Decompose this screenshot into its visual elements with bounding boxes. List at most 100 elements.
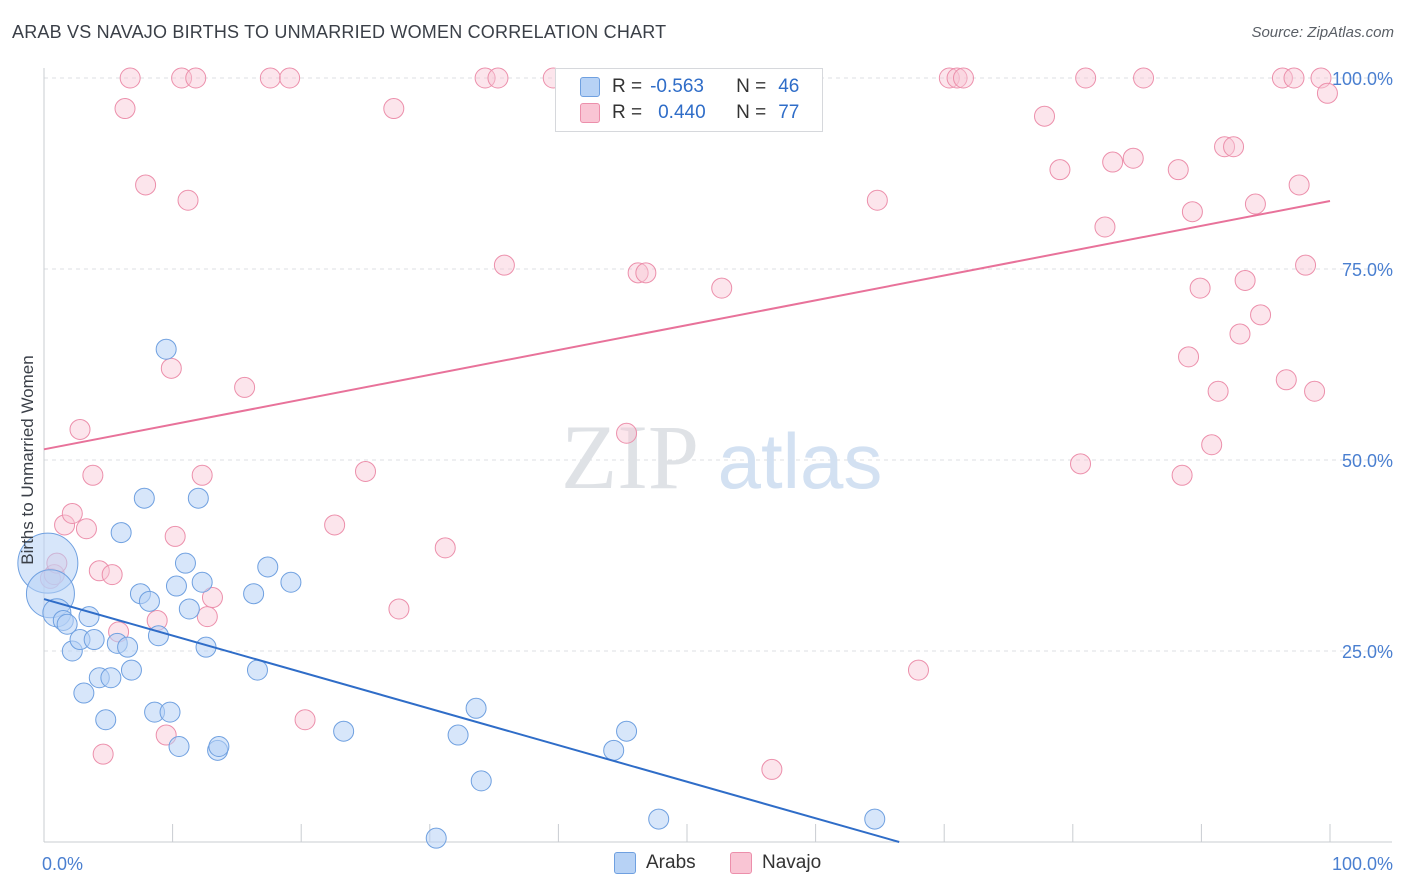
navajo-point-49 — [1049, 159, 1071, 181]
navajo-point-51 — [1075, 67, 1097, 89]
navajo-point-24 — [201, 587, 223, 609]
arabs-legend-swatch — [614, 852, 636, 874]
navajo-swatch — [580, 103, 600, 123]
arabs-legend-label: Arabs — [646, 852, 696, 873]
arabs-point-9 — [83, 629, 105, 651]
arabs-point-8 — [78, 606, 100, 628]
arabs-point-29 — [191, 571, 213, 593]
navajo-point-47 — [952, 67, 974, 89]
navajo-point-7 — [82, 464, 104, 486]
navajo-point-26 — [259, 67, 281, 89]
arabs-point-18 — [133, 487, 155, 509]
arabs-point-32 — [208, 736, 230, 757]
navajo-point-18 — [164, 525, 186, 547]
arabs-point-16 — [120, 659, 142, 681]
navajo-legend-label: Navajo — [762, 852, 822, 873]
navajo-point-27 — [279, 67, 301, 89]
navajo-point-8 — [88, 560, 110, 582]
navajo-point-38 — [616, 422, 638, 444]
navajo-point-65 — [1229, 323, 1251, 345]
navajo-point-21 — [185, 67, 207, 89]
navajo-r-label: R = — [612, 102, 643, 123]
navajo-point-4 — [61, 502, 83, 524]
arabs-point-15 — [117, 636, 139, 658]
navajo-point-61 — [1201, 434, 1223, 456]
arabs-r-label: R = — [612, 76, 643, 97]
arabs-point-24 — [165, 575, 187, 597]
navajo-trend-line — [43, 200, 1331, 451]
arabs-point-12 — [100, 667, 122, 689]
navajo-point-76 — [1316, 82, 1338, 104]
arabs-point-22 — [155, 338, 177, 360]
navajo-point-54 — [1122, 147, 1144, 169]
legend-item-navajo[interactable]: Navajo — [730, 852, 821, 874]
navajo-point-9 — [92, 743, 114, 765]
arabs-point-23 — [159, 701, 181, 723]
arabs-point-27 — [178, 598, 200, 620]
tick-labels: 25.0% 50.0% 75.0% 100.0% 0.0% 100.0% — [42, 69, 1393, 874]
navajo-point-20 — [177, 189, 199, 211]
y-tick-label-1: 50.0% — [1342, 451, 1393, 471]
navajo-point-71 — [1283, 67, 1305, 89]
navajo-point-72 — [1288, 174, 1310, 196]
navajo-n-label: N = — [736, 102, 767, 123]
navajo-point-29 — [324, 514, 346, 536]
arabs-point-43 — [616, 720, 638, 742]
navajo-point-34 — [474, 67, 496, 89]
navajo-point-10 — [101, 564, 123, 586]
navajo-point-46 — [946, 67, 968, 89]
navajo-point-57 — [1171, 464, 1193, 486]
navajo-point-43 — [866, 189, 888, 211]
arabs-point-42 — [603, 739, 625, 761]
navajo-point-60 — [1189, 277, 1211, 299]
y-axis-label: Births to Unmarried Women — [18, 355, 37, 565]
arabs-r-value: -0.563 — [650, 76, 704, 97]
navajo-point-42 — [761, 758, 783, 780]
navajo-point-25 — [234, 376, 256, 398]
navajo-point-68 — [1250, 304, 1272, 326]
navajo-point-40 — [635, 262, 657, 284]
legend-item-arabs[interactable]: Arabs — [614, 852, 696, 874]
navajo-point-5 — [69, 418, 91, 440]
chart-title: ARAB VS NAVAJO BIRTHS TO UNMARRIED WOMEN… — [12, 22, 667, 42]
navajo-point-44 — [907, 659, 929, 681]
navajo-point-39 — [627, 262, 649, 284]
navajo-point-58 — [1178, 346, 1200, 368]
arabs-point-41 — [470, 770, 492, 792]
navajo-point-59 — [1181, 201, 1203, 223]
navajo-n-value: 77 — [778, 102, 800, 123]
navajo-point-50 — [1070, 453, 1092, 475]
navajo-point-53 — [1102, 151, 1124, 173]
trend-lines — [43, 200, 1331, 843]
navajo-point-22 — [191, 464, 213, 486]
correlation-legend: R = -0.563 N = 46 R = 0.440 N = 77 — [555, 68, 823, 132]
legend-row-arabs: R = -0.563 N = 46 — [580, 75, 799, 99]
watermark: ZIP atlas — [561, 406, 882, 508]
arabs-point-34 — [246, 659, 268, 681]
navajo-point-67 — [1244, 193, 1266, 215]
source-note: Source: ZipAtlas.com — [1251, 24, 1394, 41]
arabs-n-value: 46 — [778, 76, 800, 97]
y-tick-label-3: 100.0% — [1332, 69, 1393, 89]
arabs-point-11 — [95, 709, 117, 731]
arabs-point-35 — [257, 556, 279, 578]
navajo-point-70 — [1275, 369, 1297, 391]
y-tick-label-2: 75.0% — [1342, 260, 1393, 280]
navajo-point-55 — [1133, 67, 1155, 89]
navajo-point-66 — [1234, 269, 1256, 291]
grid-lines — [44, 77, 1392, 652]
arabs-point-19 — [138, 590, 160, 612]
watermark-atlas: atlas — [718, 417, 883, 505]
navajo-point-13 — [119, 67, 141, 89]
watermark-zip: ZIP — [561, 406, 699, 508]
y-tick-label-0: 25.0% — [1342, 642, 1393, 662]
navajo-point-41 — [711, 277, 733, 299]
navajo-point-14 — [135, 174, 157, 196]
navajo-point-48 — [1034, 105, 1056, 127]
navajo-point-36 — [493, 254, 515, 276]
navajo-point-32 — [388, 598, 410, 620]
arabs-point-40 — [465, 697, 487, 719]
navajo-point-62 — [1207, 380, 1229, 402]
navajo-point-35 — [487, 67, 509, 89]
arabs-point-4 — [56, 613, 78, 635]
